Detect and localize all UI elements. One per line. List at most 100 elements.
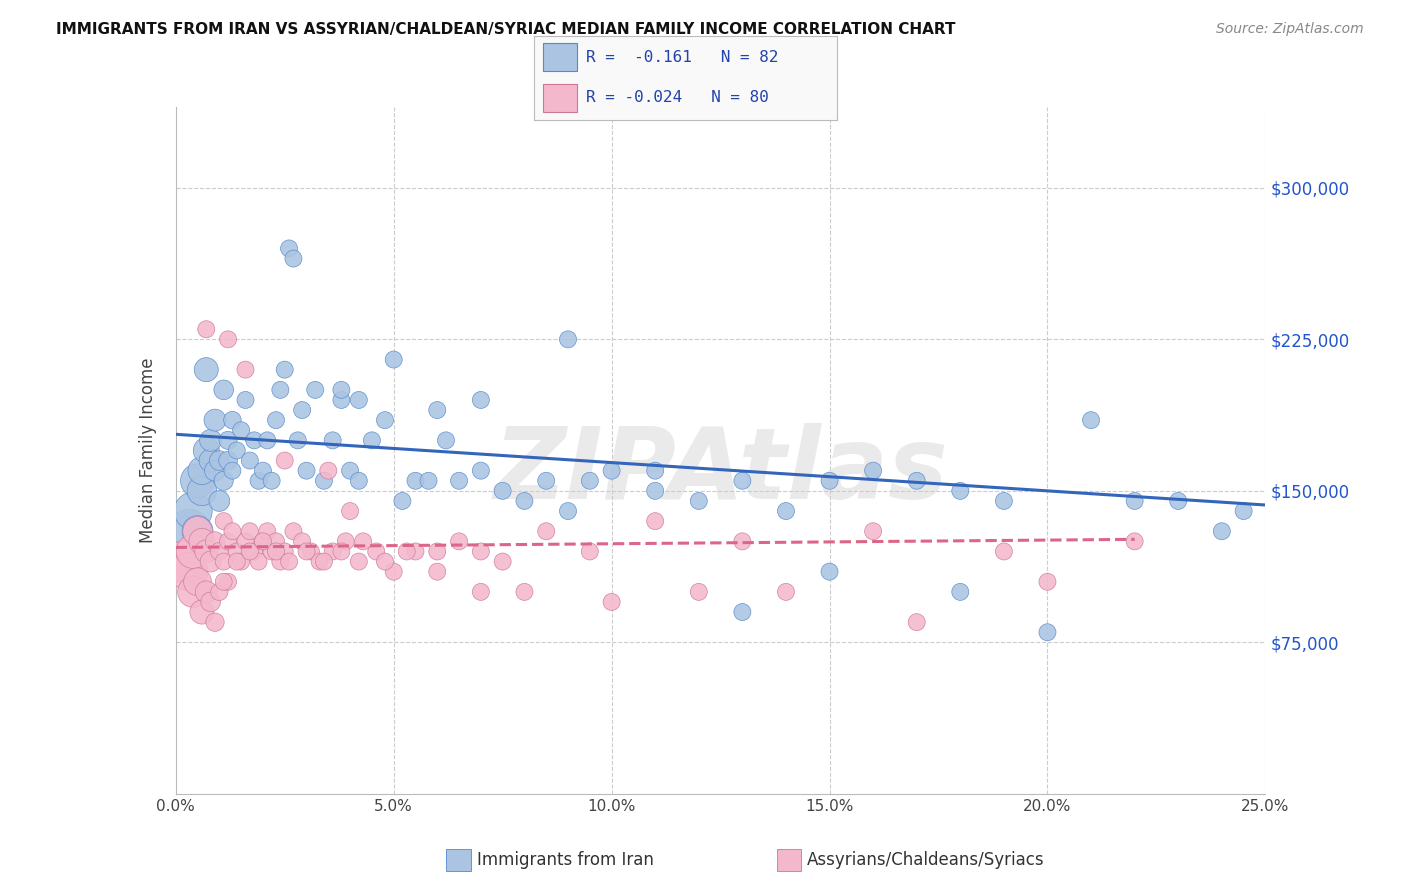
Point [283, 524, 305, 539]
Point [352, 534, 374, 549]
Point [231, 555, 253, 569]
Point [204, 464, 226, 478]
Point [434, 434, 457, 448]
Point [200, 555, 222, 569]
Point [287, 434, 309, 448]
Point [557, 332, 579, 346]
Point [186, 574, 209, 589]
Point [330, 392, 353, 407]
Point [1167, 494, 1189, 508]
Point [295, 464, 318, 478]
Point [731, 474, 754, 488]
Point [731, 534, 754, 549]
Point [391, 494, 413, 508]
Point [217, 534, 239, 549]
Point [993, 494, 1015, 508]
Point [208, 544, 231, 558]
Text: R = -0.024   N = 80: R = -0.024 N = 80 [586, 89, 769, 104]
Point [195, 322, 218, 336]
Point [295, 544, 318, 558]
Point [492, 555, 515, 569]
Point [200, 434, 222, 448]
Bar [543, 44, 576, 71]
Point [195, 585, 218, 599]
Point [291, 403, 314, 417]
Point [221, 413, 243, 427]
Point [360, 434, 382, 448]
Point [235, 362, 257, 376]
Point [347, 555, 370, 569]
Point [204, 534, 226, 549]
Point [492, 483, 515, 498]
Point [470, 392, 492, 407]
Point [256, 524, 278, 539]
Text: Immigrants from Iran: Immigrants from Iran [477, 851, 654, 870]
Point [235, 534, 257, 549]
Point [247, 474, 270, 488]
Point [200, 595, 222, 609]
Point [644, 483, 666, 498]
Point [1036, 574, 1059, 589]
Point [335, 534, 357, 549]
Point [1123, 494, 1146, 508]
Point [212, 474, 235, 488]
Point [579, 474, 602, 488]
Point [208, 585, 231, 599]
Point [195, 362, 218, 376]
Point [239, 453, 262, 467]
Text: Assyrians/Chaldeans/Syriacs: Assyrians/Chaldeans/Syriacs [807, 851, 1045, 870]
Point [949, 483, 972, 498]
Point [217, 453, 239, 467]
Point [181, 504, 204, 518]
Point [191, 605, 214, 619]
Point [231, 423, 253, 437]
Point [208, 453, 231, 467]
Point [600, 595, 623, 609]
Point [264, 413, 287, 427]
Point [513, 585, 536, 599]
Point [775, 504, 797, 518]
Point [212, 514, 235, 528]
Point [447, 474, 470, 488]
Point [235, 392, 257, 407]
Point [382, 565, 405, 579]
Point [200, 453, 222, 467]
Point [269, 383, 291, 397]
Point [212, 555, 235, 569]
Point [217, 332, 239, 346]
Point [181, 544, 204, 558]
Point [418, 474, 440, 488]
Point [243, 434, 266, 448]
Point [426, 403, 449, 417]
Point [208, 494, 231, 508]
Point [217, 434, 239, 448]
Point [426, 544, 449, 558]
Point [252, 534, 274, 549]
Point [191, 534, 214, 549]
Point [247, 555, 270, 569]
Point [330, 383, 353, 397]
Point [395, 544, 418, 558]
Point [304, 383, 326, 397]
Point [339, 504, 361, 518]
Point [264, 544, 287, 558]
Point [204, 615, 226, 630]
Point [862, 524, 884, 539]
Point [181, 585, 204, 599]
Bar [447, 849, 471, 871]
Point [426, 565, 449, 579]
Point [225, 544, 247, 558]
Point [322, 544, 344, 558]
Point [177, 524, 200, 539]
Point [274, 453, 297, 467]
Point [1080, 413, 1102, 427]
Point [470, 544, 492, 558]
Point [191, 464, 214, 478]
Point [905, 474, 928, 488]
Point [204, 413, 226, 427]
Text: Source: ZipAtlas.com: Source: ZipAtlas.com [1216, 22, 1364, 37]
Point [299, 544, 322, 558]
Point [221, 524, 243, 539]
Point [274, 544, 297, 558]
Point [264, 534, 287, 549]
